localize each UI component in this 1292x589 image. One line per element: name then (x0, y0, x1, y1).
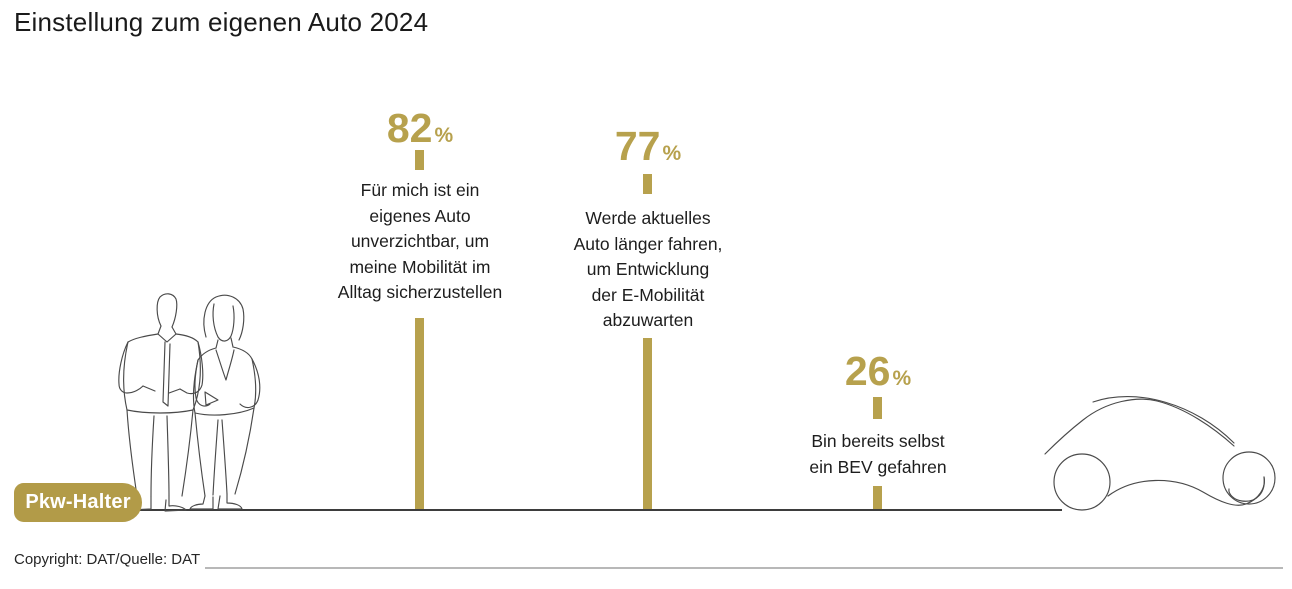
bar-segment (643, 338, 652, 511)
percent-sign: % (434, 124, 454, 147)
pkw-halter-badge: Pkw-Halter (14, 483, 142, 522)
badge-label: Pkw-Halter (25, 491, 131, 513)
stat-number: 82 (386, 105, 433, 151)
stat-value-bev-driven: 26% (768, 350, 988, 402)
percent-sign: % (662, 142, 682, 165)
stat-number: 77 (614, 123, 661, 169)
bar-tick (643, 174, 652, 194)
stat-value-own-car: 82% (310, 107, 530, 159)
bar-tick (873, 397, 882, 419)
baseline (128, 509, 1062, 511)
bar-segment (873, 486, 882, 511)
bar-tick (415, 150, 424, 170)
stat-label-own-car: Für mich ist ein eigenes Auto unverzicht… (337, 180, 503, 302)
copyright-source: Copyright: DAT/Quelle: DAT (14, 551, 201, 568)
car-line-art-icon (1044, 396, 1276, 511)
stat-label-keep-car: Werde aktuelles Auto länger fahren, um E… (573, 208, 723, 330)
bar-segment (415, 318, 424, 511)
stat-value-keep-car: 77% (538, 125, 758, 177)
percent-sign: % (892, 367, 912, 390)
page-title: Einstellung zum eigenen Auto 2024 (14, 7, 429, 37)
stat-label-bev-driven: Bin bereits selbst ein BEV gefahren (809, 431, 947, 477)
footer-divider (205, 567, 1283, 569)
stat-number: 26 (844, 348, 891, 394)
pedestrians-line-art-icon (118, 293, 261, 512)
